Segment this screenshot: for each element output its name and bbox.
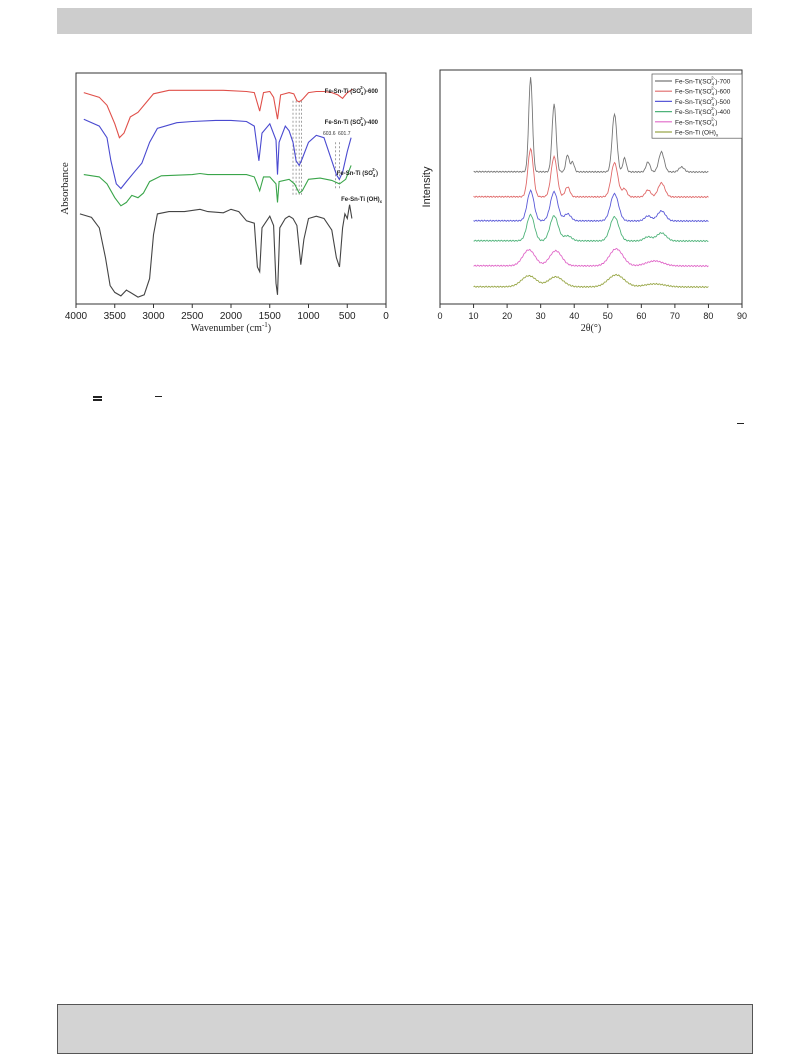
xrd-x-tick-label: 40 <box>569 311 579 321</box>
xrd-legend-label: Fe-Sn-Ti(SO42-)-400 <box>675 106 731 117</box>
xrd-series-line <box>473 247 709 268</box>
ftir-series-line <box>83 118 352 190</box>
xrd-x-tick-label: 10 <box>469 311 479 321</box>
xrd-series-line <box>473 273 709 289</box>
xrd-x-tick-label: 30 <box>536 311 546 321</box>
xrd-legend-box <box>651 73 743 139</box>
ftir-x-tick-label: 2000 <box>220 311 243 322</box>
ftir-x-tick-label: 500 <box>339 311 356 322</box>
ftir-x-tick-label: 1500 <box>259 311 282 322</box>
ftir-series-label: Fe-Sn-Ti (SO42-)-400 <box>325 116 379 127</box>
ftir-chart: 4000 3500 3000 2500 2000 1500 1000 500 0 Wavenumb… <box>59 72 389 334</box>
page-header-bar <box>57 8 752 34</box>
dash-mark <box>155 396 162 397</box>
ftir-x-axis-label: Wavenumber (cm-1) <box>191 321 271 334</box>
xrd-x-tick-label: 20 <box>502 311 512 321</box>
equals-mark-lower <box>93 399 102 401</box>
xrd-x-tick-label: 50 <box>603 311 613 321</box>
ftir-series-line <box>83 165 352 207</box>
ftir-series-label: Fe-Sn-Ti (SO42-) <box>337 167 378 178</box>
ftir-series-label: Fe-Sn-Ti (SO42-)-600 <box>325 85 379 96</box>
ftir-x-tick-label: 3500 <box>104 311 127 322</box>
xrd-x-tick-label: 60 <box>636 311 646 321</box>
ftir-series-label: Fe-Sn-Ti (OH)x <box>341 197 383 204</box>
xrd-chart: 0 10 20 30 40 50 60 70 80 90 2θ(°) Intensity Fe-Sn-T… <box>421 69 747 334</box>
xrd-series-line <box>473 147 709 199</box>
ftir-peak-annotation: 603.6 <box>323 131 336 137</box>
xrd-x-axis-label: 2θ(°) <box>581 323 601 334</box>
equals-mark <box>93 396 102 398</box>
ftir-peak-annotation: 601.7 <box>338 131 351 137</box>
ftir-x-tick-label: 3000 <box>142 311 165 322</box>
xrd-legend-label: Fe-Sn-Ti (OH)x <box>675 130 719 138</box>
ftir-y-axis-label: Absorbance <box>59 162 71 215</box>
xrd-legend-label: Fe-Sn-Ti(SO42-)-500 <box>675 96 731 107</box>
xrd-x-tick-label: 70 <box>670 311 680 321</box>
xrd-series-line <box>473 189 709 223</box>
xrd-legend-label: Fe-Sn-Ti(SO42-)-700 <box>675 76 731 87</box>
ftir-x-tick-label: 4000 <box>65 311 88 322</box>
xrd-x-tick-label: 0 <box>437 311 442 321</box>
xrd-legend-label: Fe-Sn-Ti(SO42-)-600 <box>675 86 731 97</box>
xrd-x-tick-label: 80 <box>703 311 713 321</box>
xrd-x-tick-label: 90 <box>737 311 747 321</box>
xrd-series-line <box>473 77 709 174</box>
xrd-plot-frame <box>439 69 743 305</box>
xrd-y-axis-label: Intensity <box>421 166 433 207</box>
page-footer-box <box>57 1004 753 1054</box>
ftir-x-tick-label: 0 <box>383 311 389 322</box>
ftir-x-tick-label: 2500 <box>181 311 204 322</box>
ftir-series-line <box>83 88 353 139</box>
xrd-legend-label: Fe-Sn-Ti(SO42-) <box>675 116 717 127</box>
xrd-series-line <box>473 213 709 243</box>
dash-mark-right <box>737 423 744 424</box>
ftir-series-line <box>79 204 353 298</box>
ftir-x-tick-label: 1000 <box>297 311 320 322</box>
